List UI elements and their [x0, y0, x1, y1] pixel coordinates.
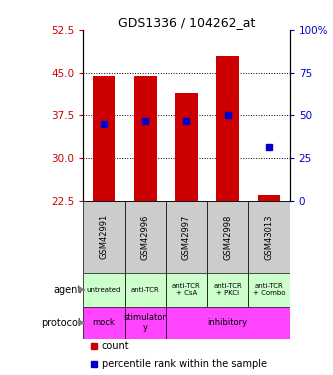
Text: agent: agent [53, 285, 81, 295]
Text: anti-TCR
+ CsA: anti-TCR + CsA [172, 284, 201, 296]
Text: anti-TCR: anti-TCR [131, 286, 160, 292]
Text: count: count [102, 341, 130, 351]
Bar [216, 56, 239, 201]
Bar [258, 195, 280, 201]
Bar [207, 273, 248, 306]
Text: GSM42997: GSM42997 [182, 214, 191, 260]
Text: stimulator
y: stimulator y [124, 314, 166, 332]
Text: GSM42991: GSM42991 [99, 214, 109, 260]
Text: untreated: untreated [87, 286, 121, 292]
Text: anti-TCR
+ Combo: anti-TCR + Combo [253, 284, 285, 296]
Text: mock: mock [93, 318, 115, 327]
Title: GDS1336 / 104262_at: GDS1336 / 104262_at [118, 16, 255, 29]
Bar [166, 273, 207, 306]
Text: GSM42998: GSM42998 [223, 214, 232, 260]
Bar [166, 306, 290, 339]
Text: inhibitory: inhibitory [208, 318, 248, 327]
Bar [125, 306, 166, 339]
Bar [175, 93, 198, 201]
Text: percentile rank within the sample: percentile rank within the sample [102, 359, 267, 369]
Bar [93, 75, 115, 201]
Text: GSM42996: GSM42996 [141, 214, 150, 260]
Text: GSM43013: GSM43013 [264, 214, 274, 260]
Bar [125, 201, 166, 273]
Text: anti-TCR
+ PKCi: anti-TCR + PKCi [213, 284, 242, 296]
Bar [248, 273, 290, 306]
Bar [125, 273, 166, 306]
Bar [166, 201, 207, 273]
Bar [83, 201, 125, 273]
Bar [83, 273, 125, 306]
Bar [248, 201, 290, 273]
Bar [207, 201, 248, 273]
Bar [83, 306, 125, 339]
Bar [134, 75, 157, 201]
Text: protocol: protocol [42, 318, 81, 328]
